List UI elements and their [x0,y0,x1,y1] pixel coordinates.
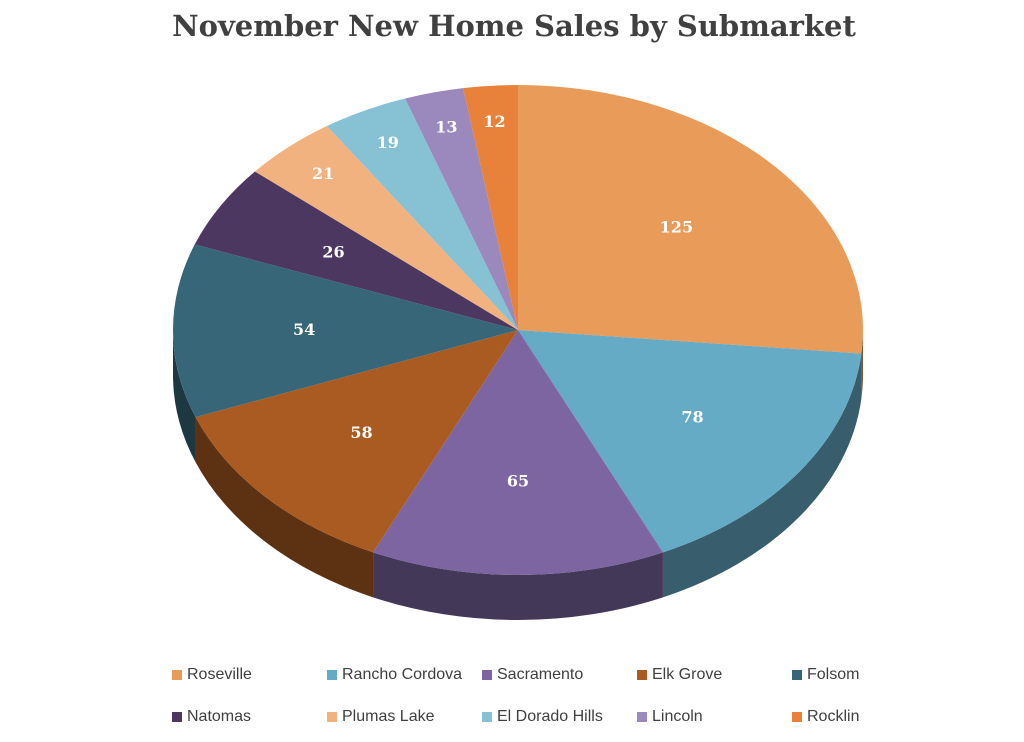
chart-title: November New Home Sales by Submarket [172,9,856,43]
pie-slice [173,244,519,418]
legend-label: Rancho Cordova [342,666,462,683]
data-label: 12 [483,112,505,131]
legend-label: Natomas [187,708,251,725]
pie-slice [373,330,663,576]
legend-swatch [327,712,337,722]
pie-side [373,552,663,621]
pie-side [173,330,196,463]
legend-swatch [792,670,802,680]
data-label: 58 [350,423,372,442]
pie-slice [254,126,519,330]
data-label: 26 [322,243,344,262]
legend-label: Rocklin [807,708,859,725]
legend-swatch [792,712,802,722]
data-label: 65 [507,471,529,490]
data-label: 125 [660,217,693,236]
legend-swatch [172,712,182,722]
legend-swatch [172,670,182,680]
pie-side [662,353,862,598]
legend-swatch [327,670,337,680]
pie-slice [463,85,518,330]
legend-swatch [637,670,647,680]
legend-swatch [482,670,492,680]
legend-swatch [637,712,647,722]
pie-slice [195,330,518,553]
pie-side [861,330,863,399]
pie-side [195,417,374,598]
pie-slice [518,85,863,354]
data-label: 13 [435,118,457,137]
pie-sides [173,330,863,621]
pie-slice [518,330,862,553]
pie-tops [173,85,863,576]
legend-swatch [482,712,492,722]
legend-label: Folsom [807,666,859,683]
legend-label: Sacramento [497,666,583,683]
pie-slice [194,171,518,330]
legend-label: Lincoln [652,708,703,725]
legend-label: Plumas Lake [342,708,435,725]
pie-slice [326,98,518,330]
data-label: 21 [312,164,334,183]
legend-label: Roseville [187,666,252,683]
legend: Roseville Rancho Cordova Sacramento Elk Gro… [172,666,859,725]
legend-label: El Dorado Hills [497,708,603,725]
legend-label: Elk Grove [652,666,722,683]
pie-slice [405,88,518,331]
data-label: 78 [681,407,703,426]
data-label: 54 [293,320,315,339]
data-label: 19 [377,133,399,152]
data-labels: 125 78 65 58 54 26 21 19 13 12 [293,112,704,490]
